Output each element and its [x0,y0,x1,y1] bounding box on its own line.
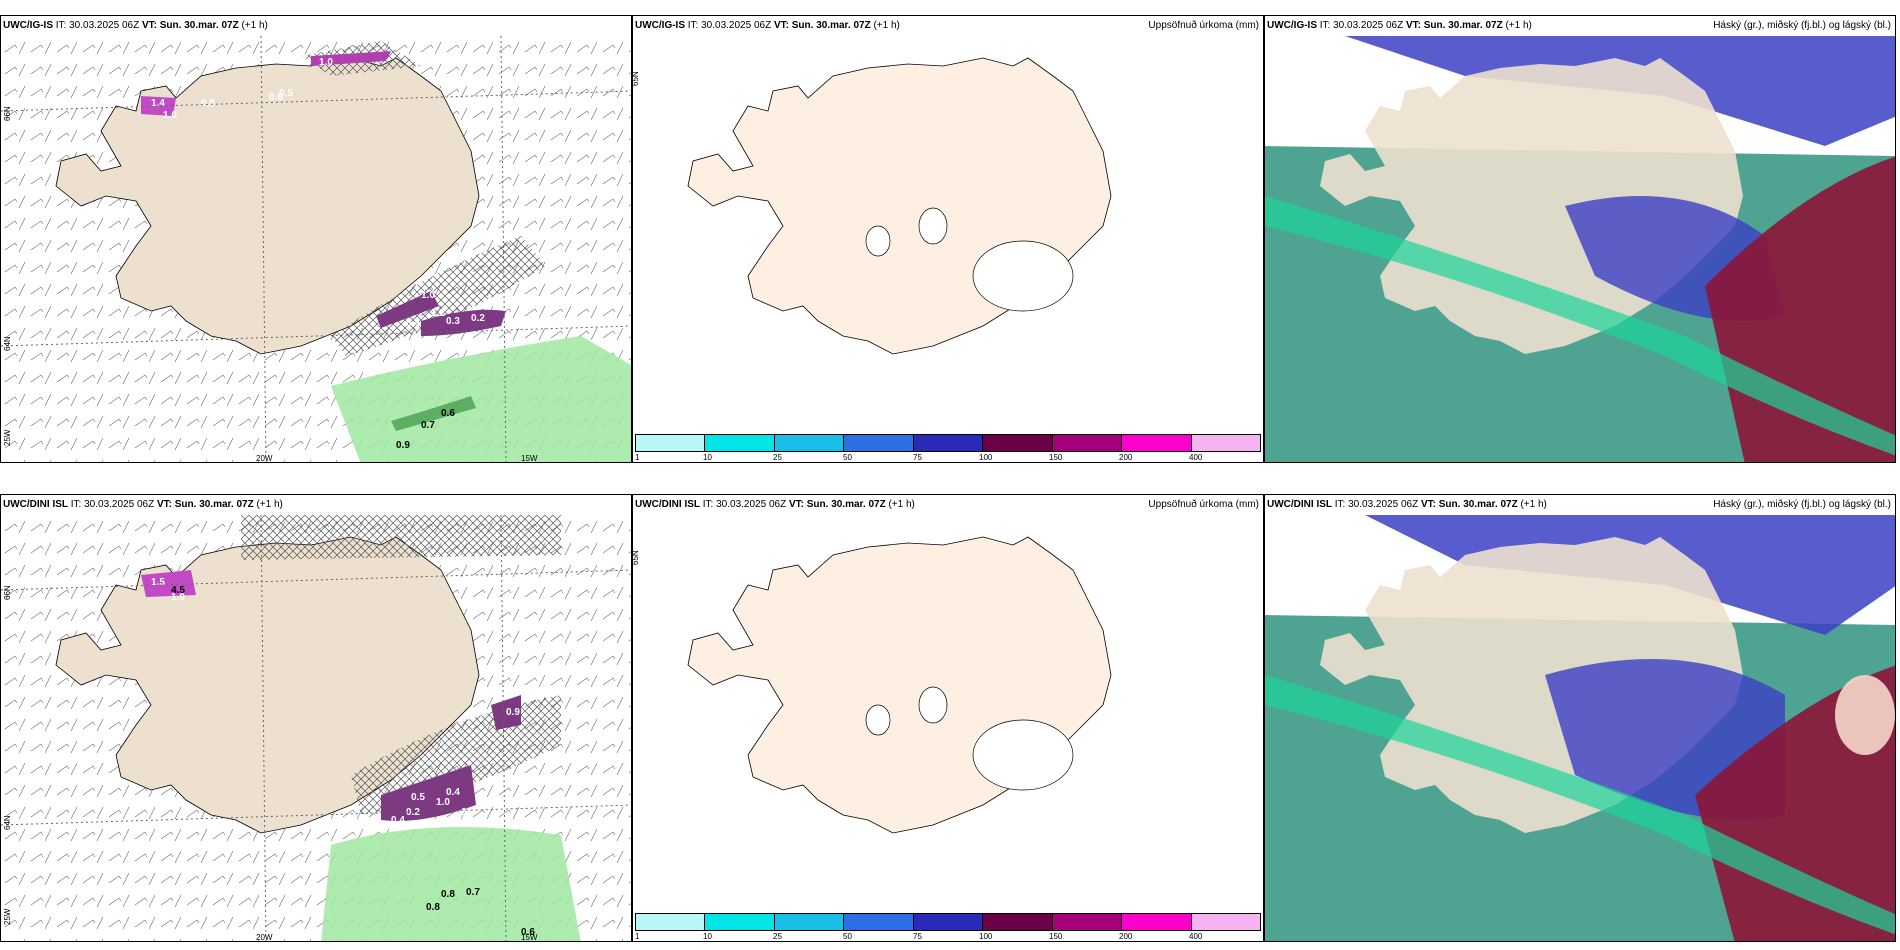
value-label: 0.9 [506,707,520,718]
value-label: 0.2 [471,313,485,324]
lat-label: 64N [3,336,12,351]
colorbar-tick: 200 [1119,932,1133,941]
precip-green [331,336,631,462]
value-label: 0.7 [421,420,435,431]
panel-title: UWC/DINI ISL IT: 30.03.2025 06Z VT: Sun.… [3,499,283,510]
value-label: 0.8 [426,902,440,913]
value-label: 0.5 [279,88,293,99]
right-panel-row-2: UWC/DINI ISL IT: 30.03.2025 06Z VT: Sun.… [1264,494,1896,942]
colorbar-tick: 100 [979,453,993,462]
value-label: 1.0 [421,290,435,301]
lat-label: 65N [632,550,640,565]
wind-precip-map: 1.5 1.0 4.5 0.9 0.4 0.2 0.5 1.0 0.4 0.3 … [1,515,631,941]
lon-label: 20W [256,454,273,463]
value-label: 1.0 [319,57,333,68]
left-panel-row-2: UWC/DINI ISL IT: 30.03.2025 06Z VT: Sun.… [0,494,632,942]
panel-title: UWC/DINI ISL IT: 30.03.2025 06Z VT: Sun.… [1267,499,1547,510]
value-label: 0.6 [521,927,535,938]
right-panel-row-1: UWC/IG-IS IT: 30.03.2025 06Z VT: Sun. 30… [1264,15,1896,463]
field-title: Háský (gr.), miðský (fj.bl.) og lágský (… [1713,20,1891,31]
field-title: Háský (gr.), miðský (fj.bl.) og lágský (… [1713,499,1891,510]
colorbar-tick: 400 [1189,453,1203,462]
value-label: 1.0 [436,797,450,808]
colorbar [635,913,1261,931]
lat-label: 64N [3,815,12,830]
lat-label: 66N [3,106,12,121]
value-label: 0.5 [471,819,485,830]
middle-panel-row-1: UWC/IG-IS IT: 30.03.2025 06Z VT: Sun. 30… [632,15,1264,463]
colorbar-tick: 150 [1049,932,1063,941]
precip-map [687,536,1112,834]
value-label: 0.6 [441,408,455,419]
colorbar-tick: 400 [1189,932,1203,941]
panel-title: UWC/IG-IS IT: 30.03.2025 06Z VT: Sun. 30… [635,20,900,31]
lon-label: 25W [3,429,12,446]
precip-purple [421,309,506,336]
value-label: 0.5 [411,792,425,803]
colorbar-tick: 50 [843,932,852,941]
value-label: 1.0 [171,592,185,603]
value-label: 1.5 [151,577,165,588]
value-label: 0.3 [461,807,475,818]
colorbar-tick: 75 [913,453,922,462]
field-title: Uppsöfnuð úrkoma (mm) [1148,20,1259,31]
left-panel-row-1: UWC/IG-IS IT: 30.03.2025 06Z VT: Sun. 30… [0,15,632,463]
lat-label: 65N [632,71,640,86]
value-label: 1.4 [151,98,165,109]
colorbar-tick: 50 [843,453,852,462]
lon-label: 20W [256,933,273,942]
value-label: 0.3 [446,316,460,327]
panel-title: UWC/DINI ISL IT: 30.03.2025 06Z VT: Sun.… [635,499,915,510]
value-label: 0.2 [406,807,420,818]
panel-title: UWC/IG-IS IT: 30.03.2025 06Z VT: Sun. 30… [3,20,268,31]
colorbar-tick: 10 [703,453,712,462]
middle-panel-row-2: UWC/DINI ISL IT: 30.03.2025 06Z VT: Sun.… [632,494,1264,942]
value-label: 0.9 [396,440,410,451]
value-label: 0.8 [201,98,215,109]
wind-precip-map: 1.0 1.4 1.0 0.8 0.6 0.5 1.0 0.4 1.2 0.3 … [1,36,631,462]
value-label: 0.4 [446,787,460,798]
colorbar-tick: 200 [1119,453,1133,462]
colorbar-tick: 100 [979,932,993,941]
value-label: 1.0 [163,110,177,121]
colorbar-tick: 150 [1049,453,1063,462]
lat-label: 66N [3,585,12,600]
value-label: 0.6 [269,92,283,103]
colorbar-tick: 25 [773,932,782,941]
colorbar-tick: 10 [703,932,712,941]
lon-label: 15W [521,933,538,942]
value-label: 4.5 [171,585,185,596]
cloud-map [1265,36,1895,462]
field-title: Uppsöfnuð úrkoma (mm) [1148,499,1259,510]
panel-title: UWC/IG-IS IT: 30.03.2025 06Z VT: Sun. 30… [1267,20,1532,31]
cloud-map [1265,515,1895,941]
colorbar-tick: 1 [635,453,640,462]
lon-label: 15W [521,454,538,463]
colorbar-tick: 1 [635,932,640,941]
value-label: 1.2 [431,308,445,319]
value-label: 0.4 [406,318,420,329]
lon-label: 25W [3,908,12,925]
colorbar-tick: 75 [913,932,922,941]
colorbar-tick: 25 [773,453,782,462]
value-label: 0.7 [466,887,480,898]
value-label: 0.4 [391,815,405,826]
precip-map [687,57,1112,355]
value-label: 0.8 [441,889,455,900]
colorbar [635,434,1261,452]
